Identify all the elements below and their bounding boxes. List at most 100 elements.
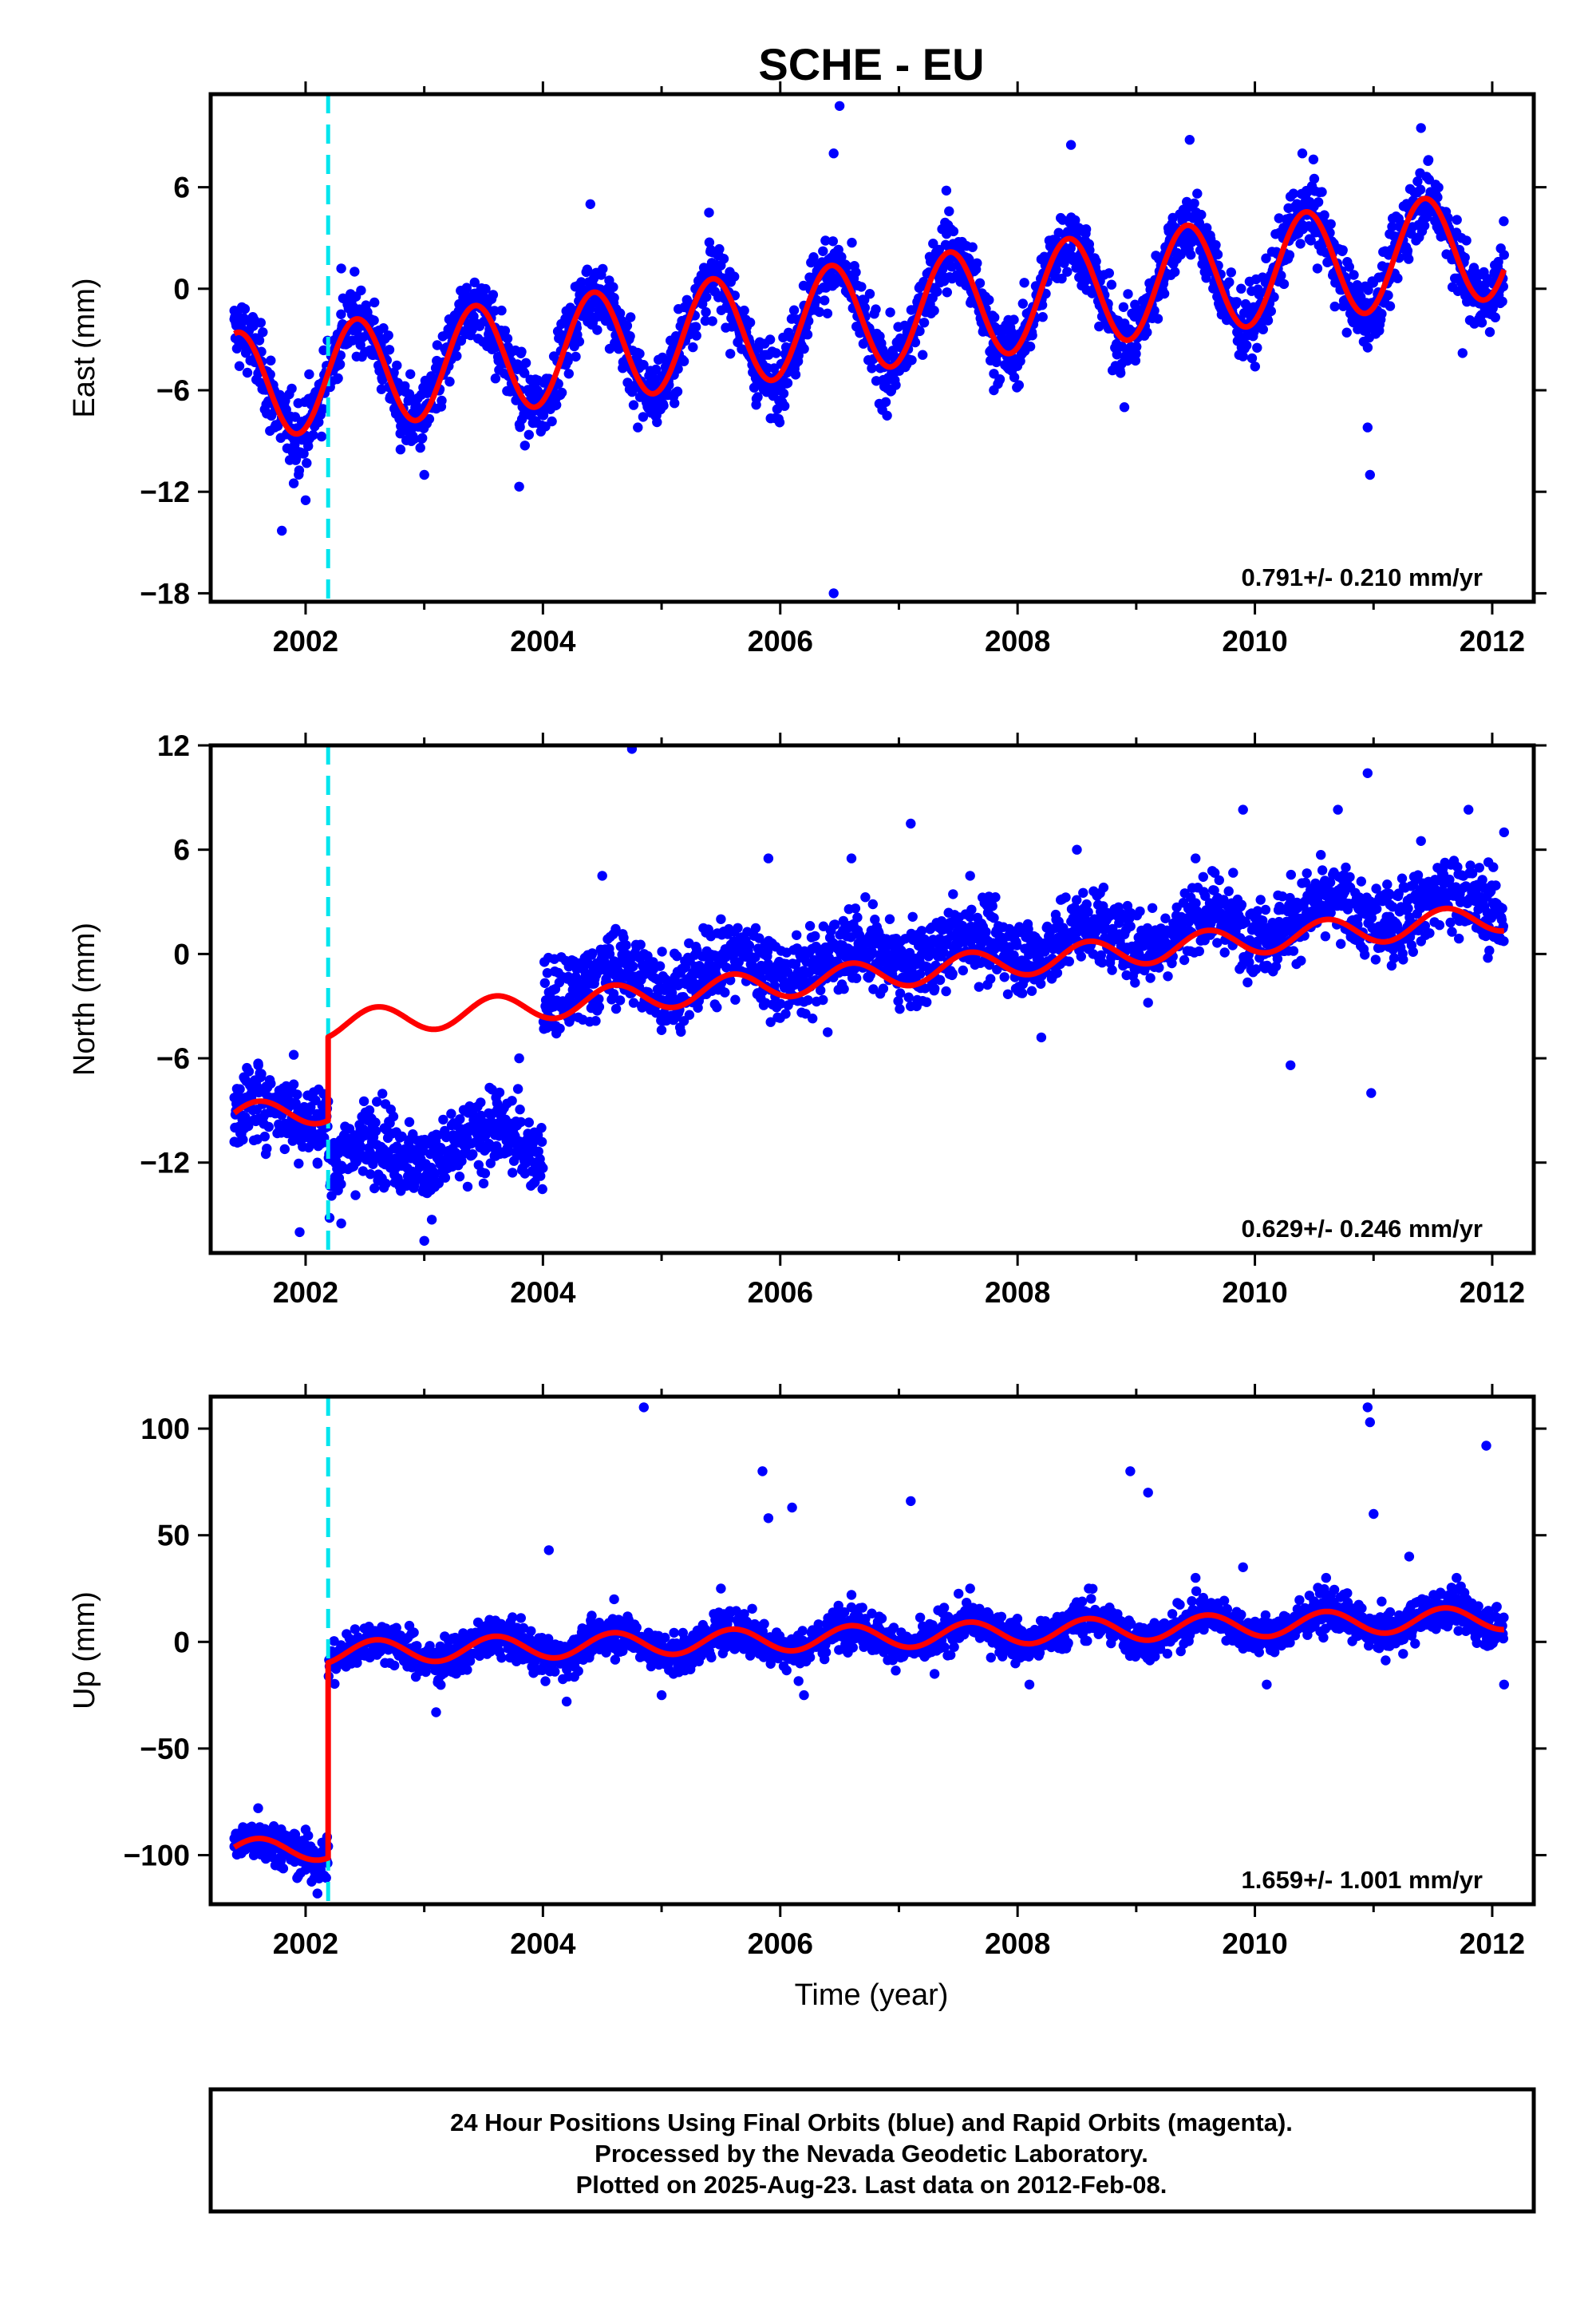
north-data-point (635, 939, 646, 950)
east-data-point (628, 400, 639, 410)
east-data-point (864, 289, 875, 299)
north-data-point (610, 923, 621, 935)
north-data-point (966, 904, 977, 915)
east-outlier-point (1457, 348, 1468, 358)
east-data-point (915, 326, 925, 337)
north-data-point (657, 947, 667, 957)
east-data-point (690, 322, 701, 332)
north-data-point (1302, 868, 1312, 879)
north-data-point (1214, 875, 1225, 886)
north-data-point (542, 968, 553, 978)
east-data-point (1116, 368, 1126, 378)
north-data-point (1270, 961, 1282, 972)
east-data-point (1308, 154, 1319, 164)
east-data-point (714, 243, 725, 255)
east-data-point (1415, 184, 1426, 195)
north-data-point (508, 1168, 518, 1178)
north-data-point (765, 1017, 776, 1027)
north-data-point (256, 1069, 267, 1079)
north-data-point (850, 903, 861, 914)
east-data-point (502, 334, 513, 344)
east-data-point (242, 367, 253, 378)
east-data-point (885, 307, 895, 318)
north-data-point (1052, 967, 1063, 978)
east-outlier-point (828, 588, 839, 599)
north-data-points (229, 850, 1509, 1225)
east-data-point (378, 323, 389, 334)
east-data-point (1149, 306, 1159, 316)
east-data-point (1152, 314, 1163, 324)
north-data-point (1341, 862, 1351, 873)
north-data-point (370, 1126, 381, 1136)
east-data-point (417, 433, 428, 444)
east-data-point (1254, 289, 1265, 300)
north-data-point (350, 1190, 361, 1200)
east-data-point (1057, 273, 1067, 284)
north-data-point (1286, 869, 1297, 880)
east-data-point (1202, 223, 1212, 233)
north-data-point (279, 1144, 290, 1155)
north-data-point (1023, 923, 1033, 935)
east-data-point (1344, 262, 1355, 272)
east-data-point (1317, 187, 1327, 197)
east-data-point (592, 325, 602, 335)
east-data-point (802, 330, 813, 340)
east-data-point (1084, 245, 1095, 255)
east-outlier-point (882, 410, 892, 421)
east-data-point (625, 331, 635, 342)
north-data-point (776, 998, 786, 1010)
north-data-point (365, 1169, 376, 1180)
north-data-point (992, 964, 1002, 975)
east-data-point (678, 356, 689, 366)
east-data-point (1159, 288, 1170, 299)
east-outlier-point (585, 199, 595, 209)
east-data-point (519, 368, 530, 378)
east-data-point (944, 206, 954, 216)
east-data-point (1452, 215, 1462, 225)
east-outlier-point (1309, 173, 1320, 184)
east-outlier-point (419, 469, 429, 480)
north-data-point (762, 946, 773, 957)
east-data-point (1037, 300, 1048, 310)
north-data-point (238, 1134, 248, 1145)
east-data-point (932, 287, 942, 297)
east-data-point (415, 442, 425, 453)
north-data-point (818, 994, 828, 1006)
figure-title: SCHE - EU (758, 39, 984, 89)
north-data-point (650, 1007, 662, 1018)
north-data-point (695, 963, 705, 974)
north-data-point (1244, 957, 1254, 967)
east-data-point (764, 334, 776, 345)
north-data-point (800, 1009, 811, 1019)
east-data-point (818, 246, 828, 256)
north-data-point (1396, 873, 1408, 883)
east-data-point (1385, 301, 1396, 311)
east-data-point (582, 264, 593, 275)
north-data-point (1288, 946, 1299, 956)
east-data-point (1123, 289, 1133, 299)
east-data-point (303, 441, 314, 452)
east-outlier-point (751, 393, 762, 404)
north-data-point (438, 1114, 448, 1125)
east-data-point (1189, 198, 1199, 208)
east-data-point (1377, 309, 1387, 319)
north-plot-area (229, 745, 1510, 1253)
north-data-point (839, 984, 849, 994)
east-data-point (1019, 278, 1029, 288)
north-data-point (1061, 892, 1071, 903)
north-data-point (1154, 962, 1164, 973)
east-data-point (1009, 372, 1020, 382)
east-data-point (461, 283, 472, 293)
east-outlier-point (1499, 250, 1510, 260)
north-data-point (1145, 973, 1156, 983)
north-data-point (1198, 871, 1209, 883)
east-data-point (814, 306, 825, 318)
north-data-point (1272, 954, 1283, 964)
east-data-point (704, 237, 715, 247)
north-data-point (259, 1131, 270, 1142)
east-data-point (1106, 279, 1117, 290)
east-data-point (658, 401, 669, 411)
north-data-point (462, 1181, 473, 1192)
east-data-point (1276, 271, 1286, 281)
